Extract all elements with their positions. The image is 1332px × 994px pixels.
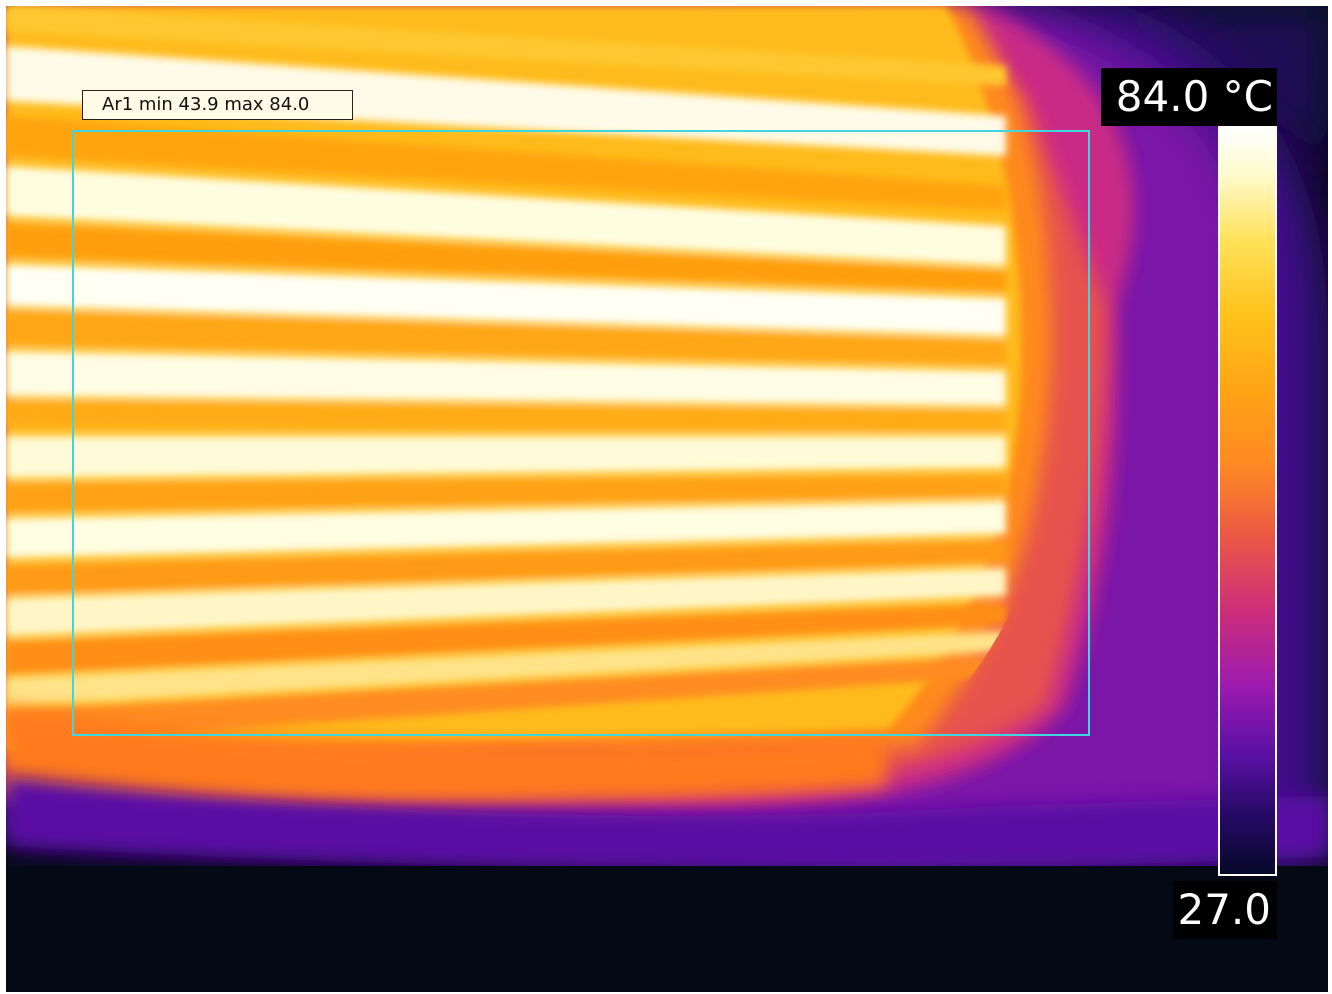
thermal-image: Ar1 min 43.9 max 84.0 84.0 °C 27.0 — [6, 6, 1328, 992]
thermal-scene — [6, 6, 1328, 992]
temperature-color-scale — [1218, 126, 1277, 876]
measurement-area-box[interactable] — [72, 130, 1090, 736]
temperature-scale-min: 27.0 — [1173, 881, 1277, 939]
heat-fins — [6, 6, 1006, 744]
temperature-scale-max: 84.0 °C — [1101, 68, 1277, 126]
measurement-area-label: Ar1 min 43.9 max 84.0 — [82, 90, 353, 120]
